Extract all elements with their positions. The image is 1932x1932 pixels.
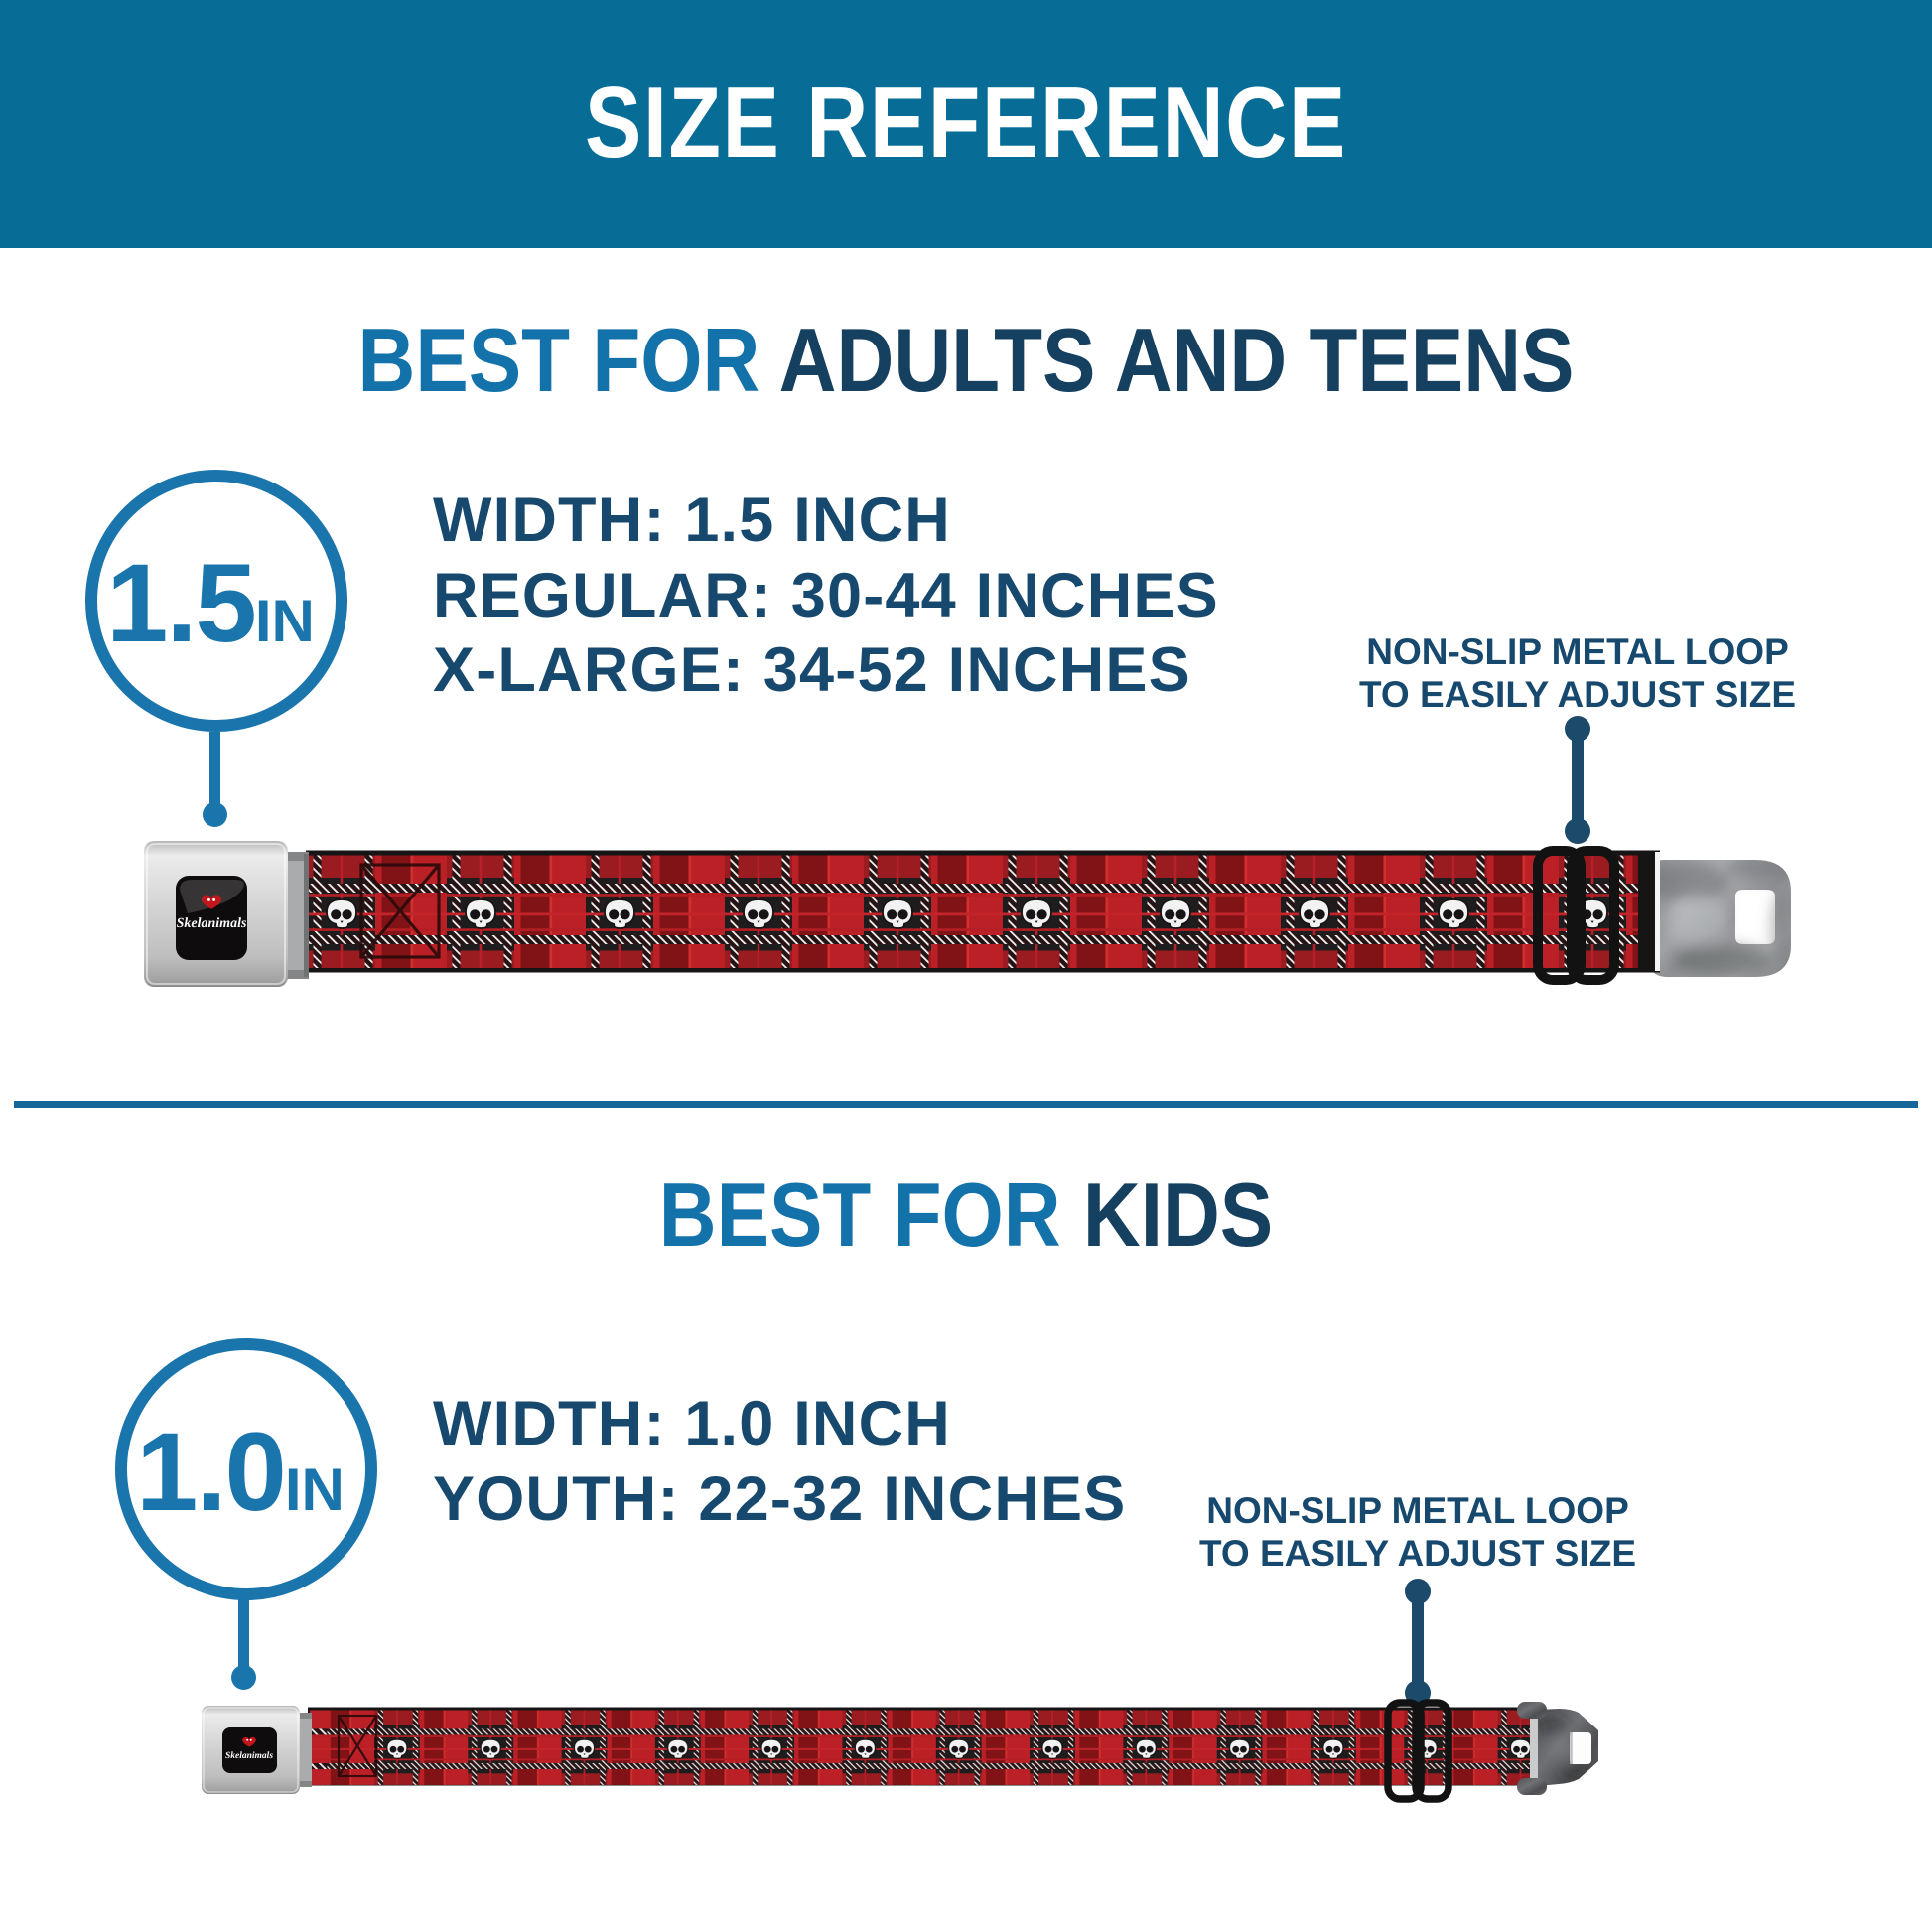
svg-text:Skelanimals: Skelanimals bbox=[177, 916, 247, 931]
svg-text:Skelanimals: Skelanimals bbox=[225, 1751, 273, 1761]
